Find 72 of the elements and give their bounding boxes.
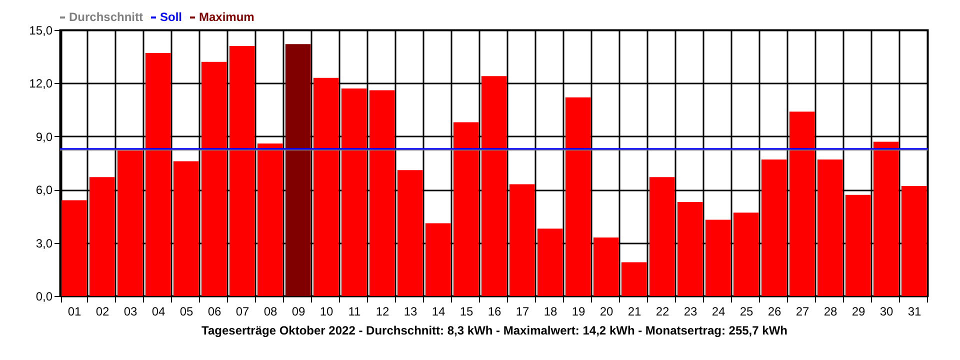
x-tick-label: 21 — [628, 304, 642, 318]
x-tick-label: 13 — [404, 304, 418, 318]
bar — [201, 62, 227, 296]
x-tick-label: 03 — [124, 304, 138, 318]
bar — [397, 170, 423, 296]
bar — [313, 78, 339, 296]
bar — [481, 76, 507, 296]
x-tick-label: 02 — [96, 304, 110, 318]
bar — [761, 159, 787, 296]
x-tick-label: 18 — [544, 304, 558, 318]
x-tick-label: 08 — [264, 304, 278, 318]
x-axis-title: Tageserträge Oktober 2022 - Durchschnitt: 8,3 kWh - Maximalwert: 14,2 kWh - Monatsertrag: 255,7 kWh — [202, 324, 788, 338]
bar — [873, 142, 899, 296]
x-tick-label: 24 — [712, 304, 726, 318]
bar — [453, 122, 479, 296]
x-tick-label: 20 — [600, 304, 614, 318]
bar — [537, 228, 563, 296]
x-tick-label: 07 — [236, 304, 250, 318]
x-tick-label: 16 — [488, 304, 502, 318]
bar — [649, 177, 675, 296]
bar — [89, 177, 115, 296]
x-tick-label: 27 — [796, 304, 810, 318]
x-tick-label: 19 — [572, 304, 586, 318]
x-tick-label: 15 — [460, 304, 474, 318]
bar — [61, 200, 87, 296]
bar — [733, 212, 759, 296]
x-tick-label: 12 — [376, 304, 390, 318]
x-tick-label: 31 — [908, 304, 922, 318]
bar — [901, 186, 927, 296]
legend-label: Soll — [160, 10, 182, 24]
bar — [145, 53, 171, 296]
x-tick-label: 06 — [208, 304, 222, 318]
bar — [341, 88, 367, 296]
legend-label: Durchschnitt — [69, 10, 144, 24]
x-tick-label: 26 — [768, 304, 782, 318]
bar — [677, 202, 703, 296]
y-tick-label: 3,0 — [36, 236, 53, 250]
y-tick-label: 12,0 — [29, 76, 53, 91]
y-tick-label: 15,0 — [29, 24, 53, 38]
text: Maximum — [199, 10, 254, 24]
bar — [565, 97, 591, 296]
x-tick-label: 09 — [292, 304, 306, 318]
bar — [229, 46, 255, 296]
x-tick-label: 17 — [516, 304, 530, 318]
bar — [705, 220, 731, 296]
bar — [817, 159, 843, 296]
y-tick-label: 9,0 — [36, 130, 53, 144]
bar — [621, 262, 647, 296]
bar — [173, 161, 199, 296]
y-tick-label: 6,0 — [36, 183, 53, 198]
x-tick-label: 11 — [348, 304, 362, 318]
bar — [789, 112, 815, 296]
x-tick-label: 29 — [852, 304, 866, 318]
x-tick-label: 01 — [68, 304, 82, 318]
x-tick-label: 22 — [656, 304, 670, 318]
x-tick-label: 23 — [684, 304, 698, 318]
x-tick-label: 28 — [824, 304, 838, 318]
bar — [425, 223, 451, 296]
x-tick-label: 14 — [432, 304, 446, 318]
x-tick-label: 25 — [740, 304, 754, 318]
bar — [845, 194, 871, 296]
bar — [285, 44, 311, 296]
bar — [369, 90, 395, 296]
bar — [509, 184, 535, 296]
bar — [117, 150, 143, 296]
x-tick-label: 05 — [180, 304, 194, 318]
bar — [257, 143, 283, 296]
x-tick-label: 10 — [320, 304, 334, 318]
x-tick-label: 30 — [880, 304, 894, 318]
y-tick-label: 0,0 — [36, 290, 53, 304]
x-tick-label: 04 — [152, 304, 166, 318]
bar — [593, 237, 619, 296]
